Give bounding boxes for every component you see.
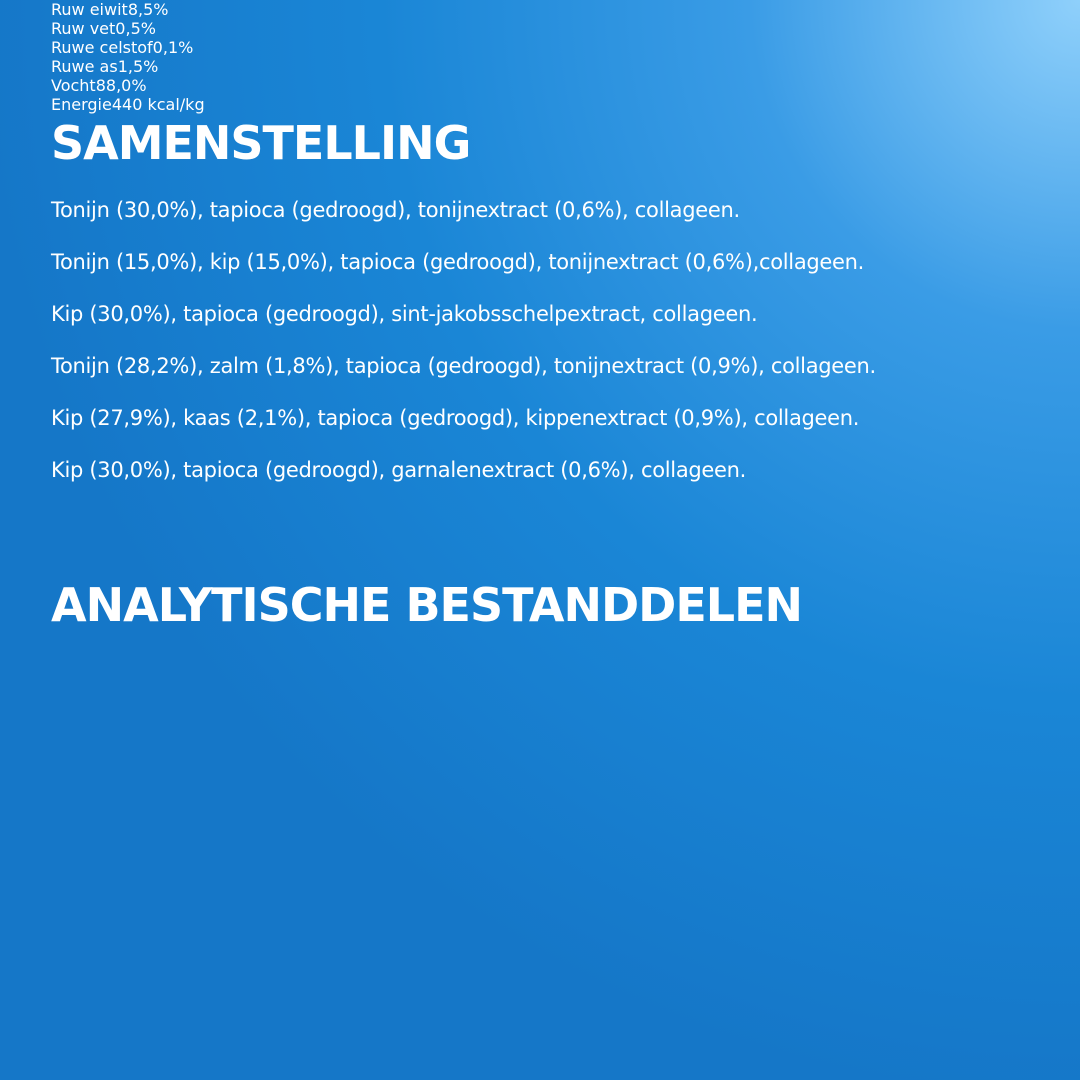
value: 0,1% — [152, 38, 194, 57]
section-title: ANALYTISCHE BESTANDDELEN — [51, 578, 803, 632]
value: 88,0% — [95, 76, 147, 95]
rows: Ruw eiwit8,5% Ruw vet0,5% Ruwe celstof0,1%… — [51, 0, 1018, 114]
ingredient-line: Tonijn (28,2%), zalm (1,8%), tapioca (ge… — [51, 354, 876, 378]
analysis-row: Vocht88,0% — [51, 76, 1018, 95]
ingredient-line: Tonijn (30,0%), tapioca (gedroogd), toni… — [51, 198, 740, 222]
analysis-row: Ruwe celstof0,1% — [51, 38, 1018, 57]
label: Energie — [51, 95, 112, 114]
analysis-row: Ruw vet0,5% — [51, 19, 1018, 38]
content: SAMENSTELLING Tonijn (30,0%), tapioca (g… — [51, 0, 1018, 632]
analysis-row: Ruw eiwit8,5% — [51, 0, 1018, 19]
value: 0,5% — [115, 19, 156, 38]
label: Ruw eiwit — [51, 0, 128, 19]
analysis-row: Energie440 kcal/kg — [51, 95, 1018, 114]
section-title: SAMENSTELLING — [51, 116, 471, 170]
ingredient-line: Kip (27,9%), kaas (2,1%), tapioca (gedro… — [51, 406, 860, 430]
analysis: ANALYTISCHE BESTANDDELEN Ruw eiwit8,5% Ru… — [51, 0, 1018, 632]
value: 8,5% — [127, 0, 169, 19]
label: Ruw vet — [51, 19, 116, 38]
analysis-row: Ruwe as1,5% — [51, 57, 1018, 76]
label: Vocht — [51, 76, 96, 95]
ingredient-line: Tonijn (15,0%), kip (15,0%), tapioca (ge… — [51, 250, 865, 274]
label: Ruwe as — [51, 57, 118, 76]
ingredient-line: Kip (30,0%), tapioca (gedroogd), garnale… — [51, 458, 747, 482]
value: 1,5% — [117, 57, 159, 76]
ingredient-line: Kip (30,0%), tapioca (gedroogd), sint-ja… — [51, 302, 758, 326]
label: Ruwe celstof — [51, 38, 153, 57]
value: 440 kcal/kg — [111, 95, 205, 114]
